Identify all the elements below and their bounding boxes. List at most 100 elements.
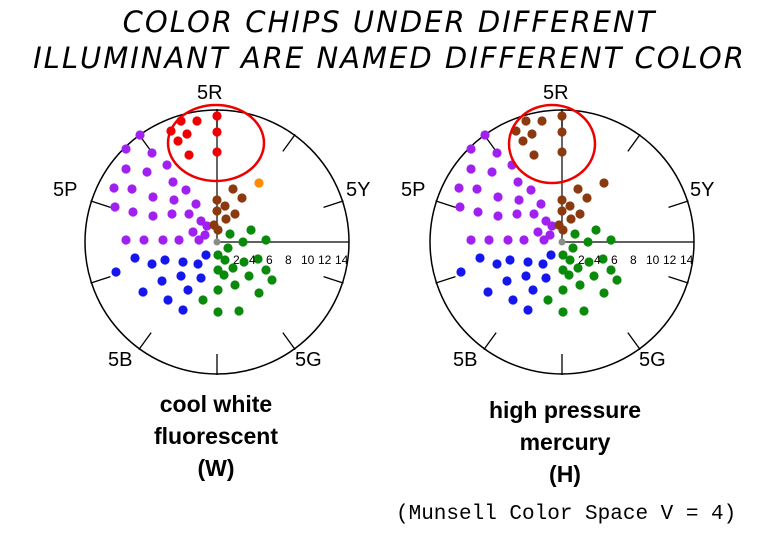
brown-chip xyxy=(521,116,531,126)
green-chip xyxy=(565,255,575,265)
chroma-scale: 2 4 6 8 10 12 14 xyxy=(578,253,694,267)
green-chip xyxy=(598,254,608,264)
blue-chip xyxy=(523,257,533,267)
brown-chip xyxy=(220,201,230,211)
blue-chip xyxy=(147,259,157,269)
purple-chip xyxy=(487,167,497,177)
green-chip xyxy=(213,285,223,295)
blue-chip xyxy=(201,250,211,260)
brown-chip xyxy=(230,209,240,219)
caption-line: mercury xyxy=(519,429,611,455)
purple-chip xyxy=(148,211,158,221)
purple-chip xyxy=(533,227,543,237)
scale-label: 14 xyxy=(335,253,349,267)
purple-chip xyxy=(121,164,131,174)
hue-tick xyxy=(282,134,296,152)
caption-line: high pressure xyxy=(488,397,642,423)
green-chip xyxy=(228,263,238,273)
scale-label: 12 xyxy=(663,253,677,267)
blue-chip xyxy=(157,276,167,286)
blue-chip xyxy=(456,267,466,277)
brown-chip xyxy=(582,193,592,203)
green-chip xyxy=(579,306,589,316)
blue-chip xyxy=(541,273,551,283)
green-chip xyxy=(591,225,601,235)
neutral-chip xyxy=(213,238,221,246)
green-chip xyxy=(239,257,249,267)
purple-chip xyxy=(142,167,152,177)
brown-chip xyxy=(573,184,583,194)
scale-label: 4 xyxy=(594,253,601,267)
purple-chip xyxy=(547,221,557,231)
red-chip xyxy=(192,116,202,126)
hue-tick xyxy=(627,332,641,350)
red-chip xyxy=(184,150,194,160)
brown-chip xyxy=(212,195,222,205)
neutral-chip xyxy=(558,238,566,246)
blue-chip xyxy=(523,305,533,315)
purple-chip xyxy=(493,192,503,202)
hue-tick xyxy=(282,332,296,350)
hue-label-5r: 5R xyxy=(197,82,223,104)
purple-chip xyxy=(472,184,482,194)
blue-chip xyxy=(502,276,512,286)
hue-label-5y: 5Y xyxy=(346,179,370,201)
red-chip xyxy=(173,136,183,146)
hue-tick xyxy=(323,275,344,284)
hue-label-5p: 5P xyxy=(53,179,77,201)
green-chip xyxy=(261,265,271,275)
purple-chip xyxy=(484,235,494,245)
hue-label-5g: 5G xyxy=(295,349,322,371)
blue-chip xyxy=(178,257,188,267)
scale-label: 6 xyxy=(611,253,618,267)
purple-chip xyxy=(513,177,523,187)
green-chip xyxy=(543,295,553,305)
purple-chip xyxy=(519,235,529,245)
green-chip xyxy=(244,271,254,281)
red-chip xyxy=(212,111,222,121)
purple-chip xyxy=(167,209,177,219)
purple-chip xyxy=(503,235,513,245)
caption-line: (W) xyxy=(197,455,235,481)
highlight-circle xyxy=(507,103,597,185)
green-chip xyxy=(568,243,578,253)
green-chip xyxy=(599,288,609,298)
hue-label-5y: 5Y xyxy=(690,179,714,201)
brown-chip xyxy=(213,225,223,235)
green-chip xyxy=(584,257,594,267)
purple-chip xyxy=(492,148,502,158)
orange-chip xyxy=(254,178,264,188)
hue-tick xyxy=(668,275,689,284)
scale-label: 8 xyxy=(285,253,292,267)
brown-chip xyxy=(237,193,247,203)
scale-label: 2 xyxy=(578,253,585,267)
purple-chip xyxy=(454,183,464,193)
title-line-1: COLOR CHIPS UNDER DIFFERENT xyxy=(122,5,657,39)
purple-chip xyxy=(466,144,476,154)
brown-chip xyxy=(566,214,576,224)
caption-high-pressure-mercury: high pressure mercury (H) xyxy=(445,394,685,490)
green-chip xyxy=(606,235,616,245)
green-chip xyxy=(564,270,574,280)
blue-chip xyxy=(138,287,148,297)
purple-chip xyxy=(493,211,503,221)
hue-label-5r: 5R xyxy=(543,82,569,104)
brown-chip xyxy=(558,225,568,235)
hue-label-5b: 5B xyxy=(108,349,132,371)
brown-chip xyxy=(537,116,547,126)
green-chip xyxy=(213,307,223,317)
brown-chip xyxy=(529,150,539,160)
green-chip xyxy=(246,225,256,235)
blue-chip xyxy=(521,271,531,281)
footnote: (Munsell Color Space V = 4) xyxy=(396,503,737,526)
hue-tick xyxy=(323,200,344,209)
green-chip xyxy=(253,254,263,264)
brown-chip xyxy=(557,147,567,157)
blue-chip xyxy=(505,255,515,265)
caption-cool-white: cool white fluorescent (W) xyxy=(96,388,336,484)
green-chip xyxy=(223,243,233,253)
brown-chip xyxy=(527,129,537,139)
purple-chip xyxy=(169,195,179,205)
blue-chip xyxy=(178,305,188,315)
color-chips xyxy=(109,111,277,317)
